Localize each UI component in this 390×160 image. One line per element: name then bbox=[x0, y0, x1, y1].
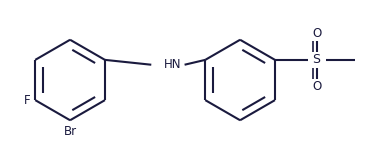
Text: F: F bbox=[24, 94, 30, 107]
Text: O: O bbox=[312, 27, 321, 40]
Text: S: S bbox=[313, 53, 321, 66]
Text: HN: HN bbox=[164, 58, 181, 71]
Text: Br: Br bbox=[64, 125, 77, 138]
Text: O: O bbox=[312, 80, 321, 93]
